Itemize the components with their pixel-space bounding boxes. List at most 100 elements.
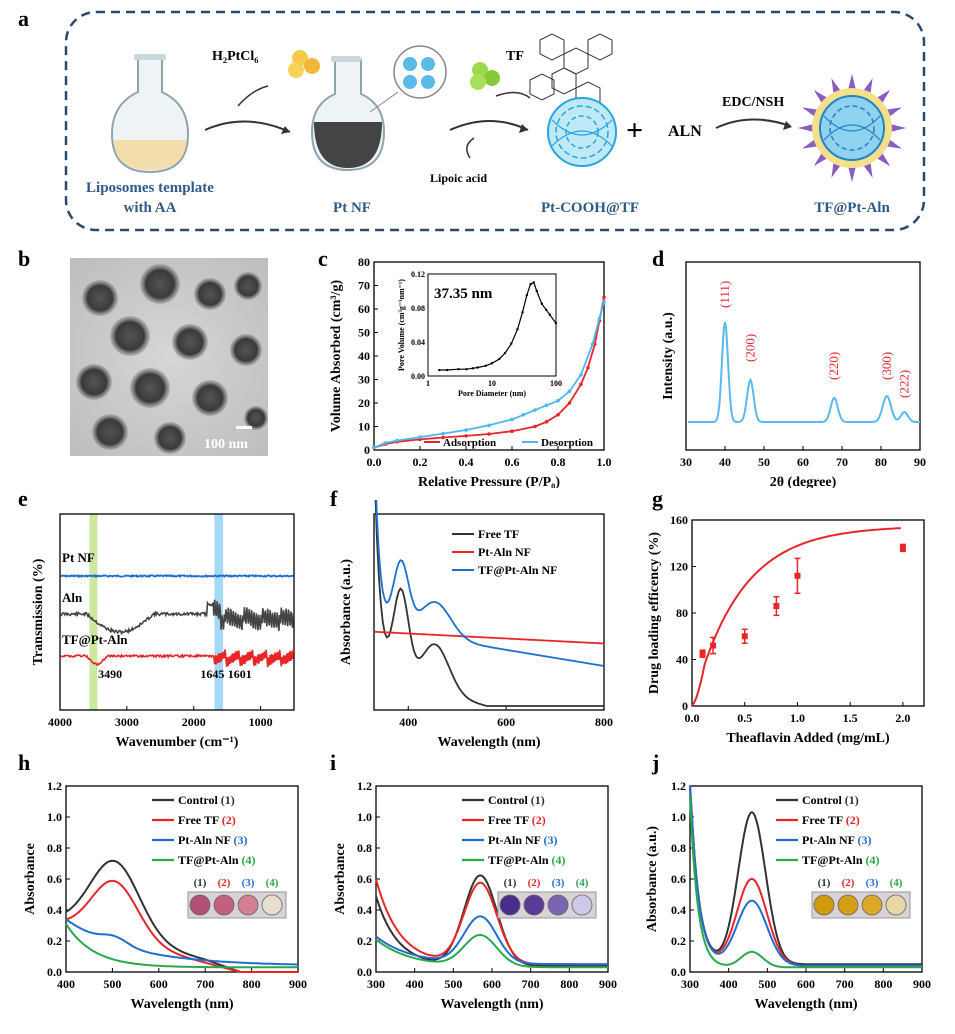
chart-h-absorbance: 400 500 600 700 800 900 0.0 0.2 0.4 0.6 0.8 1.0 1.2 W… <box>23 779 307 1012</box>
data-point <box>590 342 595 347</box>
theaflavin-structure-icon <box>529 33 613 109</box>
legend-label: Desorption <box>541 437 593 449</box>
legend-number: (3) <box>544 833 558 847</box>
inset-point <box>535 289 538 293</box>
y-tick-label: 0.6 <box>47 872 62 886</box>
legend-label: TF@Pt-Aln (4) <box>178 853 256 867</box>
data-point <box>773 603 780 610</box>
data-point <box>586 365 590 370</box>
inset-point <box>516 328 519 331</box>
x-tick-label: 4000 <box>48 715 72 729</box>
data-point <box>579 373 583 377</box>
data-point <box>899 544 906 551</box>
panel-label-j: j <box>652 750 660 775</box>
peak-label: (200) <box>742 334 757 362</box>
step-pt-nf-label: Pt NF <box>333 200 371 216</box>
synthesis-schematic: H₂PtCl₆ TF Lipoic acid + ALN EDC/NSH <box>64 10 926 232</box>
data-point <box>556 412 560 417</box>
x-tick-label: 400 <box>406 977 424 991</box>
data-point <box>567 389 572 394</box>
arrow-curve-icon <box>237 85 269 107</box>
x-tick-label: 600 <box>483 977 501 991</box>
y-axis-label: Volume Absorbed (cm³/g) <box>329 280 344 433</box>
vial-well-icon <box>213 894 235 916</box>
nanoparticle <box>192 380 228 416</box>
data-point <box>533 408 537 412</box>
legend-label: TF@Pt-Aln (4) <box>488 853 566 867</box>
vial-well-icon <box>861 894 883 916</box>
arrow-curve-icon <box>495 91 531 99</box>
x-axis-label: 2θ (degree) <box>770 475 837 488</box>
chart-g-loading: 0.0 0.5 1.0 1.5 2.0 0 40 80 120 160 Theaflavin Add… <box>647 513 925 746</box>
series-label: Aln <box>62 590 83 605</box>
arrow-icon <box>715 118 791 129</box>
y-axis-label: Intensity (a.u.) <box>661 312 676 400</box>
data-point <box>567 401 572 405</box>
x-tick-label: 70 <box>836 455 848 469</box>
data-point <box>464 434 468 438</box>
legend-label: Free TF (2) <box>178 813 236 827</box>
y-axis-label: Drug loading efficency (%) <box>647 532 662 694</box>
y-tick-label: 1.0 <box>47 810 62 824</box>
x-tick-label: 2.0 <box>895 711 910 725</box>
inset-point <box>476 366 480 369</box>
y-tick-label: 20 <box>358 396 370 410</box>
inset-x-label: Pore Diameter (nm) <box>458 389 526 398</box>
nanoparticle <box>140 264 180 304</box>
data-point <box>510 429 514 433</box>
inset-point <box>540 302 544 305</box>
vial-well-icon <box>189 894 211 916</box>
legend-number: (2) <box>222 813 236 827</box>
x-tick-label: 1.5 <box>843 711 858 725</box>
xrd-pattern <box>688 321 920 424</box>
chart-i-absorbance: 300 400 500 600 700 800 900 0.0 0.2 0.4 0.6 0.8 1.0 1… <box>333 779 617 1012</box>
x-axis-label: Theaflavin Added (mg/mL) <box>726 731 890 746</box>
x-tick-label: 700 <box>196 977 214 991</box>
vial-label: (2) <box>218 877 231 889</box>
x-tick-label: 400 <box>720 977 738 991</box>
vial-label: (4) <box>890 877 903 889</box>
panel-label-d: d <box>652 246 665 271</box>
legend-number: (4) <box>552 853 566 867</box>
series-curve <box>65 879 298 973</box>
y-tick-label: 0.0 <box>357 965 372 979</box>
series-curve <box>689 785 922 966</box>
inset-point <box>529 283 532 286</box>
data-point <box>487 432 491 436</box>
inset-point <box>457 368 460 371</box>
chart-e-ftir: 4000 3000 2000 1000 Wavenumber (cm⁻¹) Transmi… <box>31 513 295 750</box>
series-curve <box>65 923 298 969</box>
panel-label-c: c <box>318 246 328 271</box>
arrow-icon <box>204 120 291 133</box>
reagent-edc: EDC/NSH <box>722 95 784 110</box>
x-axis-label: Wavelength (nm) <box>440 997 543 1012</box>
vial-label: (2) <box>842 877 855 889</box>
flask-pt-nf-icon <box>310 56 386 172</box>
data-point <box>597 316 602 321</box>
tf-spheres-icon <box>470 62 500 90</box>
data-point <box>544 403 549 408</box>
zoom-circle-icon <box>393 45 447 99</box>
series-curve <box>375 934 608 969</box>
reagent-aln: ALN <box>668 123 702 140</box>
inset-x-tick: 1 <box>426 379 430 388</box>
vial-well-icon <box>837 894 859 916</box>
inset-y-tick: 0.12 <box>411 270 425 279</box>
chart-j-absorbance: 300 400 500 600 700 800 900 0.0 0.2 0.4 0.6 0.8 1.0 1… <box>645 779 931 1012</box>
x-tick-label: 500 <box>444 977 462 991</box>
legend-label: TF@Pt-Aln NF <box>478 563 558 577</box>
legend-number: (1) <box>221 793 235 807</box>
flask-liposome-icon <box>110 54 190 174</box>
inset-point <box>503 351 507 355</box>
panel-label-b: b <box>18 246 31 271</box>
vial-label: (3) <box>242 877 255 889</box>
legend-label: Pt-Aln NF (3) <box>802 833 872 847</box>
vial-label: (3) <box>866 877 879 889</box>
x-axis-label: Wavelength (nm) <box>437 735 540 750</box>
series-label: TF@Pt-Aln <box>62 632 128 647</box>
legend-label: Free TF <box>478 527 519 541</box>
tem-image: 100 nm <box>70 258 268 456</box>
y-tick-label: 10 <box>358 420 370 434</box>
x-tick-label: 500 <box>758 977 776 991</box>
reagent-h2ptcl6: H₂PtCl₆ <box>212 49 259 64</box>
